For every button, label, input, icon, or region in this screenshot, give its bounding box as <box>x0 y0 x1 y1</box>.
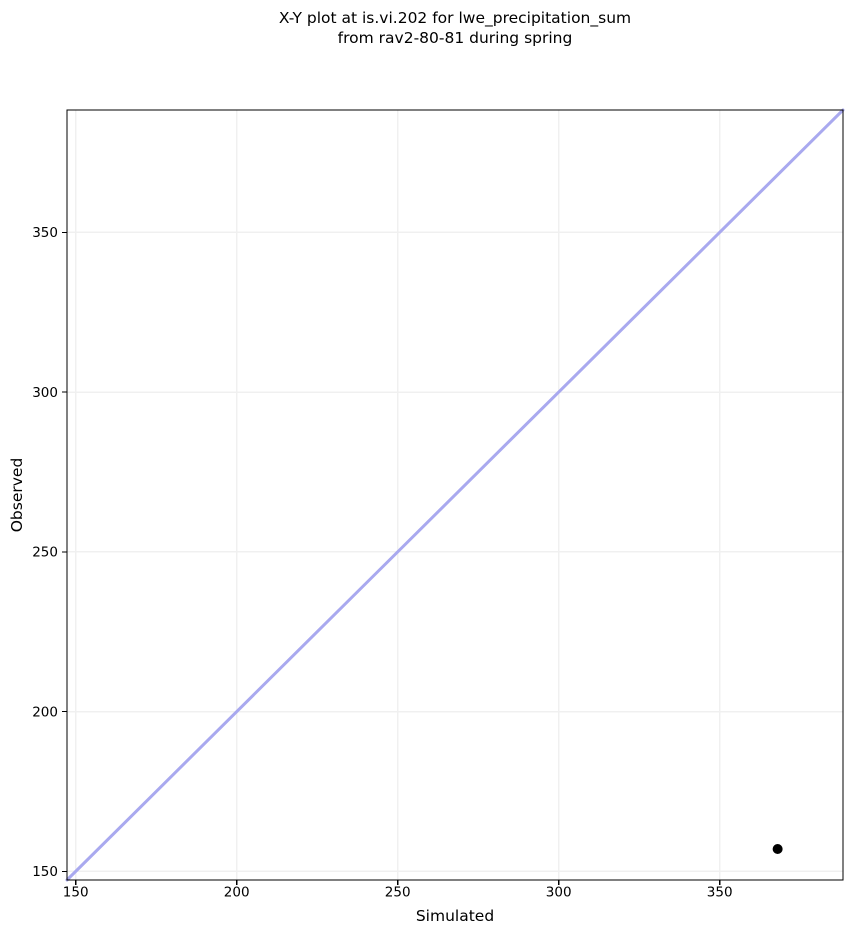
y-tick-label: 200 <box>32 704 58 720</box>
plot-border <box>66 109 844 881</box>
observation-point <box>772 844 783 855</box>
x-axis-label: Simulated <box>415 907 495 925</box>
y-tick-label: 300 <box>32 385 58 401</box>
x-tick-label: 150 <box>63 885 89 901</box>
y-tick-label: 250 <box>32 545 58 561</box>
identity-line <box>65 108 845 882</box>
x-tick-label: 200 <box>224 885 250 901</box>
x-tick-label: 300 <box>546 885 572 901</box>
chart-title-line-1: X-Y plot at is.vi.202 for lwe_precipitat… <box>278 9 632 27</box>
y-axis-label: Observed <box>8 457 26 533</box>
chart-title-line-2: from rav2-80-81 during spring <box>337 28 573 47</box>
y-tick-label: 350 <box>32 225 58 241</box>
x-tick-label: 250 <box>385 885 411 901</box>
x-tick-label: 350 <box>707 885 733 901</box>
chart-title: X-Y plot at is.vi.202 for lwe_precipitat… <box>67 9 843 48</box>
y-tick-label: 150 <box>32 864 58 880</box>
